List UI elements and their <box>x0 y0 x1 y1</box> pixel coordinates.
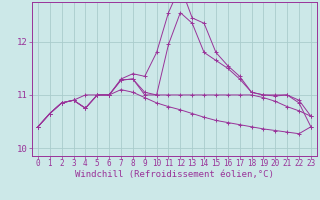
X-axis label: Windchill (Refroidissement éolien,°C): Windchill (Refroidissement éolien,°C) <box>75 170 274 179</box>
